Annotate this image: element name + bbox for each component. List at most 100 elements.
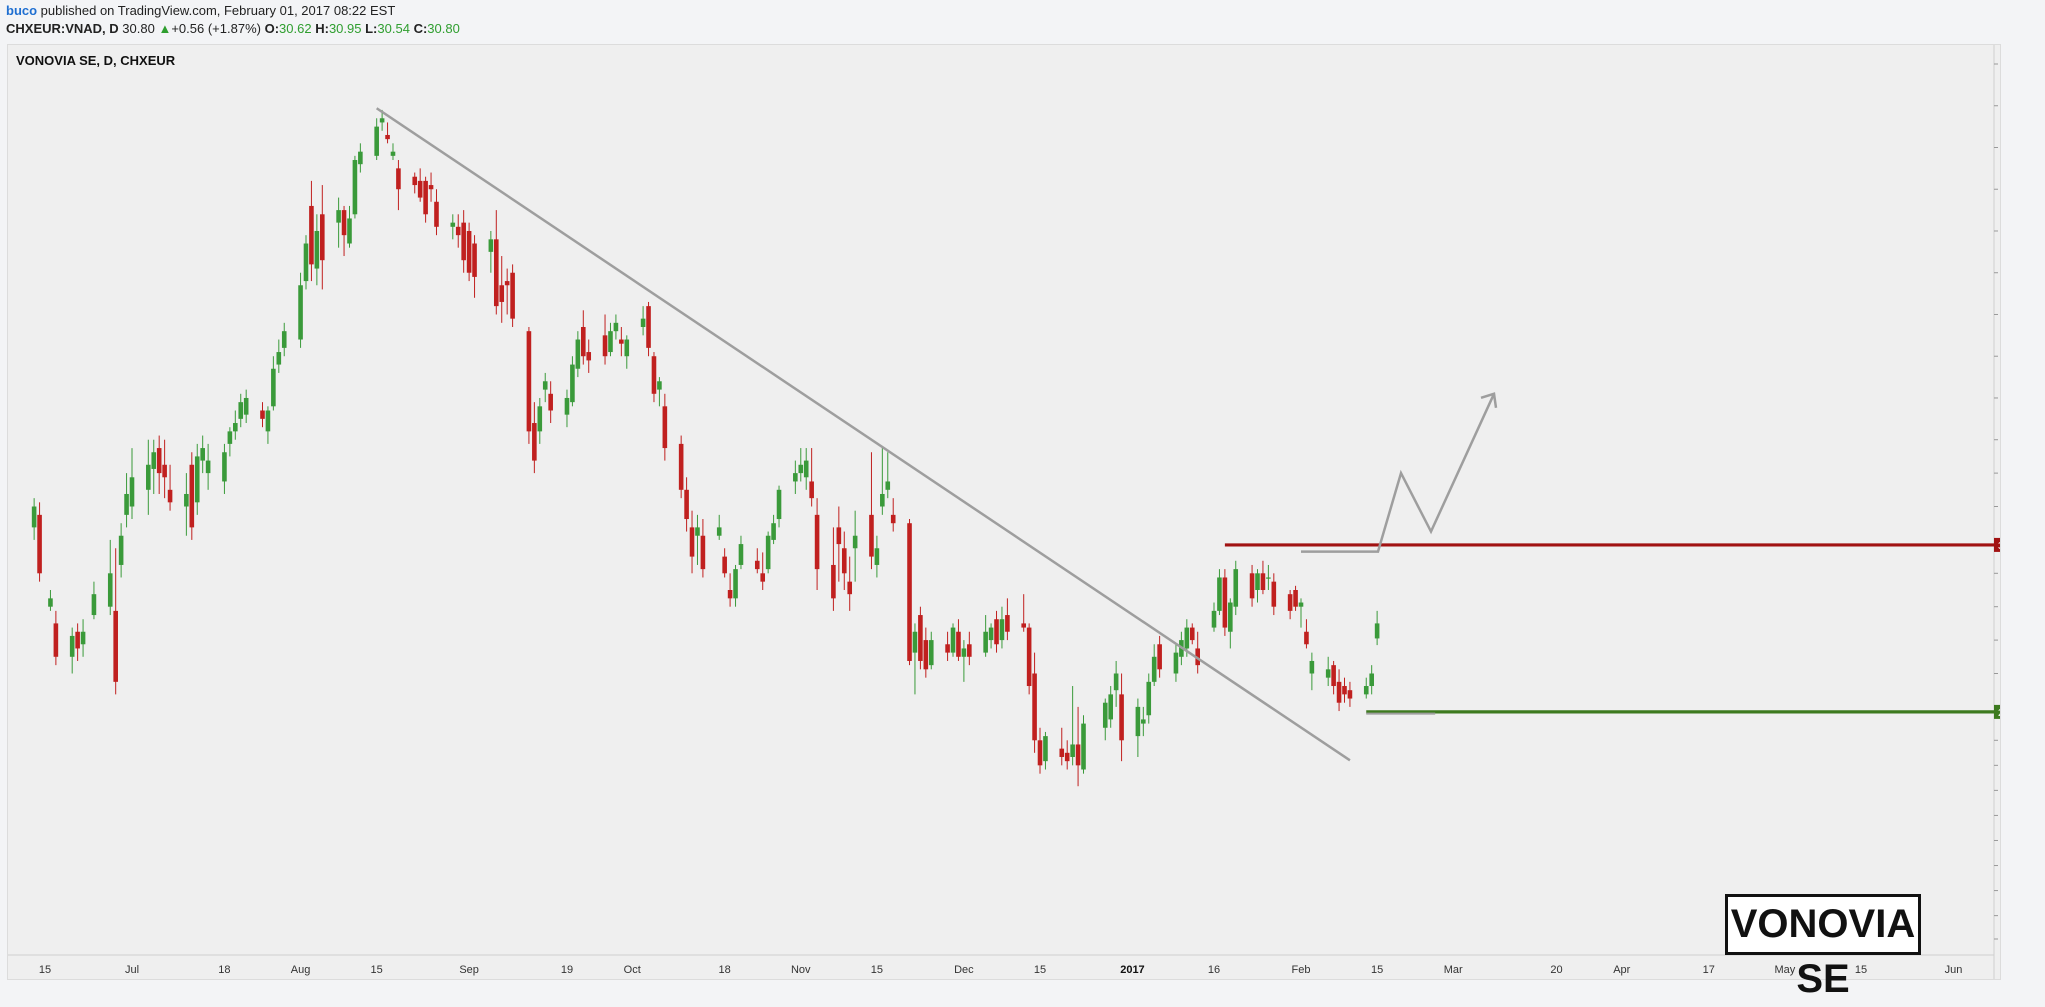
x-tick-label: 15: [1855, 964, 1867, 976]
x-tick-label: Apr: [1613, 964, 1630, 976]
candle: [417, 168, 423, 202]
candle: [841, 531, 847, 591]
price-chart[interactable]: 37.5037.0036.5036.0035.5035.0034.5034.00…: [8, 45, 2000, 979]
candle: [983, 615, 988, 657]
open-label: O:: [264, 21, 280, 36]
candle: [532, 402, 537, 474]
candle: [1032, 652, 1037, 753]
candle-body: [771, 523, 776, 540]
candle: [379, 109, 385, 131]
candle: [651, 352, 657, 403]
x-tick-label: 15: [871, 964, 883, 976]
candle-body: [129, 477, 135, 507]
support-price-label: 29.74: [1998, 708, 2000, 719]
candle-body: [1374, 623, 1380, 639]
candle-body: [146, 464, 151, 490]
candle-body: [580, 327, 586, 357]
candle: [461, 210, 466, 273]
x-tick-label: Mar: [1444, 964, 1463, 976]
candle: [390, 143, 396, 161]
close-value: 30.80: [427, 21, 460, 36]
candle: [967, 631, 972, 666]
candle-body: [722, 556, 727, 574]
candle: [48, 590, 53, 611]
chart-panel[interactable]: 37.5037.0036.5036.0035.5035.0034.5034.00…: [7, 44, 2001, 1001]
candle-body: [314, 230, 320, 269]
candle: [1347, 681, 1353, 707]
candle: [352, 155, 358, 219]
candle: [1222, 569, 1228, 636]
candle: [1173, 644, 1179, 682]
resistance-price-label: 31.74: [1998, 541, 2000, 552]
candle: [869, 452, 874, 570]
candle: [907, 519, 912, 666]
candle: [657, 377, 662, 407]
low-label: L:: [365, 21, 378, 36]
candle: [765, 531, 771, 574]
projection-path: [1301, 393, 1496, 553]
candle-body: [1059, 748, 1065, 757]
candle: [760, 552, 766, 591]
candle-body: [1146, 681, 1152, 716]
candle-body: [619, 339, 624, 344]
candle: [1363, 677, 1369, 699]
candle-body: [184, 493, 189, 507]
candle: [118, 523, 124, 578]
candle: [1005, 598, 1010, 641]
candle: [956, 619, 961, 661]
candle-body: [1271, 581, 1277, 607]
candle-body: [1037, 740, 1043, 766]
candle-body: [999, 619, 1005, 641]
candle: [1070, 686, 1075, 766]
candle-body: [564, 397, 570, 415]
candle: [243, 389, 249, 424]
candle-body: [434, 201, 439, 227]
candle-body: [238, 402, 244, 419]
candle-body: [814, 514, 820, 570]
candle-body: [874, 548, 880, 565]
author-link[interactable]: buco: [6, 3, 38, 18]
candle: [640, 306, 646, 336]
candle: [722, 548, 727, 578]
candle: [358, 143, 363, 173]
candle: [624, 335, 630, 369]
candle: [200, 435, 205, 474]
candle-body: [1032, 673, 1037, 741]
candle-body: [1135, 706, 1141, 737]
candle-body: [542, 381, 548, 390]
candle-body: [526, 331, 532, 432]
candle: [510, 264, 515, 328]
candle: [75, 623, 80, 661]
candle-body: [347, 218, 352, 244]
candle: [1271, 573, 1277, 616]
candle: [689, 510, 695, 574]
candle-body: [309, 205, 314, 265]
candle-body: [336, 210, 341, 223]
candle-body: [1293, 590, 1298, 607]
candle: [347, 205, 352, 248]
candle: [1157, 635, 1162, 678]
candle: [1249, 564, 1255, 607]
candle-body: [504, 281, 510, 286]
candle-body: [1233, 569, 1239, 607]
x-tick-label: 20: [1550, 964, 1562, 976]
candle-body: [113, 610, 118, 682]
candle: [314, 214, 320, 286]
candle: [928, 631, 934, 670]
candle-body: [983, 631, 988, 653]
candle-body: [793, 473, 798, 482]
candle: [580, 310, 586, 365]
candle: [298, 272, 303, 348]
candle: [113, 548, 118, 695]
candle: [1026, 623, 1032, 695]
candle-body: [276, 352, 282, 365]
candle-body: [281, 331, 287, 348]
trend-line: [375, 107, 1351, 762]
candle-body: [352, 160, 358, 215]
candle-body: [532, 423, 537, 461]
candle-body: [657, 381, 662, 390]
candle: [570, 356, 575, 407]
candle-body: [1189, 627, 1195, 641]
candle-body: [48, 598, 53, 607]
candle-body: [586, 352, 592, 361]
